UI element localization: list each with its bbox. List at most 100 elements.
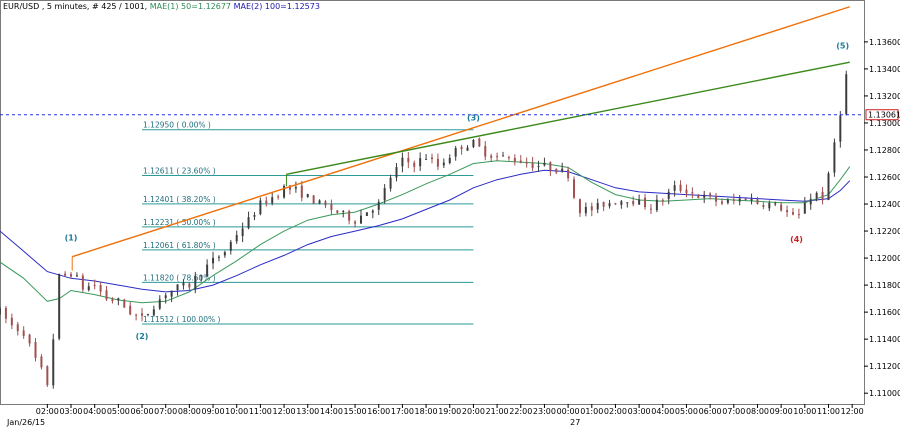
- time-axis[interactable]: 02:00 03:00 04:00 05:00 06:00 07:00 08:00 09:00…: [6, 404, 864, 427]
- candle-body: [324, 201, 327, 206]
- price-tick-label: 1.11600: [869, 308, 900, 317]
- candle-body: [176, 284, 179, 291]
- candle-body: [525, 162, 528, 164]
- candle-body: [507, 157, 510, 159]
- wave-label: (1): [65, 234, 78, 243]
- candle-body: [87, 286, 90, 291]
- current-price-tag-label: 1.13061: [868, 111, 900, 120]
- candle-body: [365, 212, 368, 216]
- time-tick-label: 17:00: [391, 407, 414, 416]
- candle-body: [845, 74, 848, 115]
- svg-text:EUR/USD , 5 minutes, # 4: EUR/USD , 5 minutes, # 425 / 1001, MAE(1…: [3, 2, 320, 11]
- candle-body: [519, 160, 522, 163]
- wave-label: (4): [790, 235, 803, 244]
- candle-body: [401, 157, 404, 167]
- candle-body: [780, 204, 783, 211]
- time-tick-label: 07:00: [722, 407, 745, 416]
- candle-body: [454, 148, 457, 157]
- price-tick-label: 1.13600: [869, 38, 900, 47]
- wave-label: (5): [836, 42, 849, 51]
- date-label: 27: [570, 418, 580, 427]
- candle-body: [223, 252, 226, 256]
- candle-body: [803, 203, 806, 214]
- candle-body: [644, 197, 647, 208]
- time-tick-label: 15:00: [344, 407, 367, 416]
- time-tick-label: 03:00: [59, 407, 82, 416]
- wave-labels: (1) (2) (3) (4) (5): [65, 42, 850, 342]
- candle-body: [312, 195, 315, 204]
- candle-body: [271, 197, 274, 204]
- time-tick-label: 20:00: [462, 407, 485, 416]
- time-tick-label: 00:00: [557, 407, 580, 416]
- candle-body: [206, 264, 209, 277]
- candle-body: [685, 189, 688, 194]
- time-tick-label: 08:00: [746, 407, 769, 416]
- candle-body: [288, 185, 291, 190]
- wave-label: (2): [136, 332, 149, 341]
- candle-body: [129, 305, 132, 315]
- fib-level-label: 1.11512 ( 100.00% ): [143, 315, 220, 324]
- candle-body: [259, 200, 262, 215]
- price-tick-label: 1.12000: [869, 254, 900, 263]
- time-tick-label: 07:00: [154, 407, 177, 416]
- candle-body: [64, 273, 67, 276]
- fib-level-label: 1.12611 ( 23.60% ): [143, 167, 216, 176]
- candle-body: [283, 186, 286, 198]
- header-mae1: MAE(1) 50=1.12677: [150, 2, 231, 11]
- candle-body: [791, 212, 794, 215]
- candle-body: [762, 205, 765, 207]
- candle-body: [306, 194, 309, 197]
- time-tick-label: 21:00: [486, 407, 509, 416]
- candle-body: [679, 184, 682, 191]
- candle-body: [425, 158, 428, 160]
- candle-body: [330, 203, 333, 211]
- candle-body: [750, 198, 753, 201]
- time-tick-label: 05:00: [107, 407, 130, 416]
- candle-body: [667, 191, 670, 200]
- price-tick-label: 1.13200: [869, 92, 900, 101]
- candle-body: [158, 299, 161, 309]
- candle-body: [827, 173, 830, 200]
- time-tick-label: 11:00: [817, 407, 840, 416]
- candle-body: [188, 283, 191, 288]
- candle-body: [336, 210, 339, 213]
- candle-body: [584, 206, 587, 214]
- candle-body: [478, 138, 481, 147]
- candle-body: [821, 191, 824, 201]
- candle-body: [466, 147, 469, 151]
- time-tick-label: 22:00: [509, 407, 532, 416]
- trendlines[interactable]: [71, 6, 851, 271]
- candle-body: [93, 284, 96, 286]
- candle-body: [300, 185, 303, 198]
- orange-trendline: [71, 6, 851, 258]
- candle-body: [389, 177, 392, 189]
- candle-body: [815, 192, 818, 199]
- candle-body: [16, 324, 19, 332]
- candle-body: [720, 201, 723, 204]
- time-tick-label: 09:00: [202, 407, 225, 416]
- current-price-tag: 1.13061: [865, 109, 900, 121]
- candle-body: [602, 201, 605, 207]
- header-timeframe: , 5 minutes, # 425 / 1001,: [42, 2, 147, 11]
- candle-body: [632, 201, 635, 205]
- price-tick-label: 1.12600: [869, 173, 900, 182]
- fib-level-label: 1.12061 ( 61.80% ): [143, 241, 216, 250]
- candle-body: [200, 275, 203, 277]
- candle-body: [70, 274, 73, 277]
- price-tick-label: 1.13400: [869, 65, 900, 74]
- time-tick-label: 13:00: [296, 407, 319, 416]
- candle-body: [253, 215, 256, 217]
- candle-body: [537, 166, 540, 168]
- mae1-line: [0, 160, 851, 304]
- price-tick-label: 1.11800: [869, 281, 900, 290]
- time-tick-label: 04:00: [651, 407, 674, 416]
- candle-body: [809, 198, 812, 205]
- header-symbol: EUR/USD: [3, 2, 39, 11]
- price-tick-label: 1.11000: [869, 389, 900, 398]
- candle-body: [4, 307, 7, 319]
- candle-body: [549, 162, 552, 171]
- time-tick-label: 01:00: [580, 407, 603, 416]
- price-axis[interactable]: 1.13600 1.13400 1.13200 1.13000 1.12800 1.126…: [864, 38, 900, 398]
